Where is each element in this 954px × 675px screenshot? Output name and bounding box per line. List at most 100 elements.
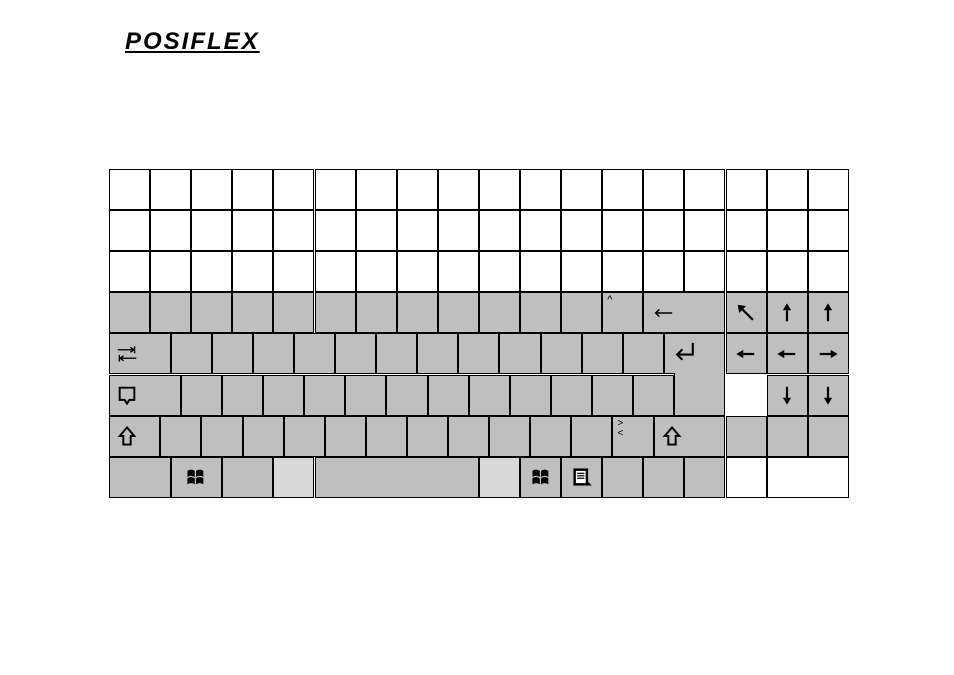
- key[interactable]: [602, 457, 643, 498]
- key[interactable]: [602, 210, 643, 251]
- key[interactable]: [232, 251, 273, 292]
- key[interactable]: [726, 416, 767, 457]
- key[interactable]: ^: [602, 292, 643, 333]
- key[interactable]: [109, 210, 150, 251]
- key-capslock[interactable]: [109, 375, 181, 416]
- key[interactable]: [684, 251, 725, 292]
- key-arrow-right[interactable]: [808, 333, 849, 374]
- key[interactable]: [438, 210, 479, 251]
- key[interactable]: [602, 251, 643, 292]
- key[interactable]: [294, 333, 335, 374]
- key[interactable]: [643, 251, 684, 292]
- key[interactable]: [592, 375, 633, 416]
- key[interactable]: [263, 375, 304, 416]
- key[interactable]: [386, 375, 427, 416]
- key-menu[interactable]: [561, 457, 602, 498]
- key[interactable]: [520, 251, 561, 292]
- key[interactable]: [499, 333, 540, 374]
- key[interactable]: [808, 416, 849, 457]
- key[interactable]: [191, 292, 232, 333]
- key[interactable]: [376, 333, 417, 374]
- key-arrow-down[interactable]: [808, 375, 849, 416]
- key-arrow-left[interactable]: [726, 333, 767, 374]
- key[interactable]: [808, 210, 849, 251]
- key[interactable]: [808, 169, 849, 210]
- key-enter[interactable]: [664, 333, 726, 415]
- key[interactable]: [520, 169, 561, 210]
- key[interactable]: [284, 416, 325, 457]
- key-windows[interactable]: [171, 457, 222, 498]
- key[interactable]: [561, 210, 602, 251]
- key[interactable]: [243, 416, 284, 457]
- key[interactable]: [397, 210, 438, 251]
- key[interactable]: [561, 292, 602, 333]
- key[interactable]: [315, 210, 356, 251]
- key[interactable]: [438, 251, 479, 292]
- key[interactable]: [315, 457, 479, 498]
- key[interactable]: [397, 292, 438, 333]
- key[interactable]: [479, 251, 520, 292]
- key[interactable]: [767, 169, 808, 210]
- key[interactable]: [541, 333, 582, 374]
- key[interactable]: [253, 333, 294, 374]
- key-arrow-up-left[interactable]: [726, 292, 767, 333]
- key[interactable]: [417, 333, 458, 374]
- key[interactable]: [232, 292, 273, 333]
- key[interactable]: [438, 169, 479, 210]
- key[interactable]: [273, 251, 314, 292]
- key[interactable]: [479, 292, 520, 333]
- key[interactable]: [191, 169, 232, 210]
- key[interactable]: [232, 169, 273, 210]
- key[interactable]: [273, 210, 314, 251]
- key-arrow-up[interactable]: [767, 292, 808, 333]
- key[interactable]: [304, 375, 345, 416]
- key[interactable]: [232, 210, 273, 251]
- key[interactable]: [397, 251, 438, 292]
- key[interactable]: [109, 457, 171, 498]
- key[interactable]: [273, 457, 314, 498]
- key[interactable]: [684, 169, 725, 210]
- key[interactable]: [273, 169, 314, 210]
- key[interactable]: [345, 375, 386, 416]
- key[interactable]: [428, 375, 469, 416]
- key[interactable]: [222, 375, 263, 416]
- key-tab[interactable]: [109, 333, 171, 374]
- key[interactable]: [808, 251, 849, 292]
- key[interactable]: [448, 416, 489, 457]
- key[interactable]: > <: [612, 416, 653, 457]
- key-shift[interactable]: [654, 416, 726, 457]
- key[interactable]: [212, 333, 253, 374]
- key[interactable]: [767, 210, 808, 251]
- key[interactable]: [273, 292, 314, 333]
- key[interactable]: [767, 416, 808, 457]
- key-arrow-left[interactable]: [767, 333, 808, 374]
- key[interactable]: [150, 169, 191, 210]
- key[interactable]: [469, 375, 510, 416]
- key[interactable]: [684, 457, 725, 498]
- key[interactable]: [643, 210, 684, 251]
- key-shift[interactable]: [109, 416, 160, 457]
- key[interactable]: [315, 251, 356, 292]
- key[interactable]: [356, 251, 397, 292]
- key[interactable]: [602, 169, 643, 210]
- key[interactable]: [726, 169, 767, 210]
- key[interactable]: [325, 416, 366, 457]
- key[interactable]: [684, 210, 725, 251]
- key[interactable]: [479, 169, 520, 210]
- key-arrow-up[interactable]: [808, 292, 849, 333]
- key[interactable]: [366, 416, 407, 457]
- key[interactable]: [160, 416, 201, 457]
- key[interactable]: [510, 375, 551, 416]
- key[interactable]: [407, 416, 448, 457]
- key[interactable]: [458, 333, 499, 374]
- key[interactable]: [191, 210, 232, 251]
- key[interactable]: [767, 251, 808, 292]
- key[interactable]: [397, 169, 438, 210]
- key[interactable]: [726, 251, 767, 292]
- key[interactable]: [109, 169, 150, 210]
- key[interactable]: [530, 416, 571, 457]
- key[interactable]: [356, 210, 397, 251]
- key-windows[interactable]: [520, 457, 561, 498]
- key[interactable]: [582, 333, 623, 374]
- key[interactable]: [551, 375, 592, 416]
